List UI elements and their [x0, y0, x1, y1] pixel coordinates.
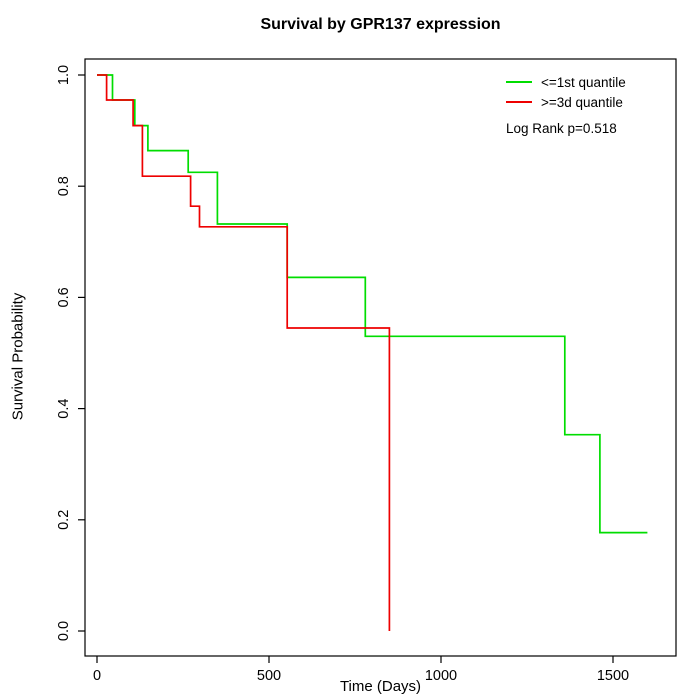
legend-label-first-quantile: <=1st quantile: [541, 74, 626, 90]
plot-box: [84, 58, 677, 657]
x-axis-label: Time (Days): [339, 678, 422, 695]
y-tick-label: 0.4: [56, 399, 72, 419]
y-axis-label: Survival Probability: [9, 292, 27, 421]
y-tick-label: 0.0: [56, 621, 72, 641]
legend: <=1st quantile >=3d quantile Log Rank p=…: [506, 72, 626, 136]
legend-label-third-quantile: >=3d quantile: [541, 94, 623, 110]
survival-curve-third-quantile: [97, 74, 391, 631]
chart-title: Survival by GPR137 expression: [260, 16, 501, 33]
legend-item-first-quantile: <=1st quantile: [506, 72, 626, 92]
y-tick-label: 1.0: [56, 65, 72, 85]
legend-item-third-quantile: >=3d quantile: [506, 92, 626, 112]
x-tick-label: 1500: [597, 668, 629, 684]
survival-curve-first-quantile: [97, 74, 648, 534]
x-tick-label: 0: [93, 668, 101, 684]
y-tick-label: 0.8: [56, 176, 72, 196]
x-tick-label: 500: [257, 668, 281, 684]
x-tick-label: 1000: [425, 668, 457, 684]
y-tick-label: 0.2: [56, 510, 72, 530]
y-tick-label: 0.6: [56, 287, 72, 307]
log-rank-annotation: Log Rank p=0.518: [506, 121, 617, 136]
red-line-swatch-icon: [506, 101, 532, 103]
green-line-swatch-icon: [506, 81, 532, 83]
